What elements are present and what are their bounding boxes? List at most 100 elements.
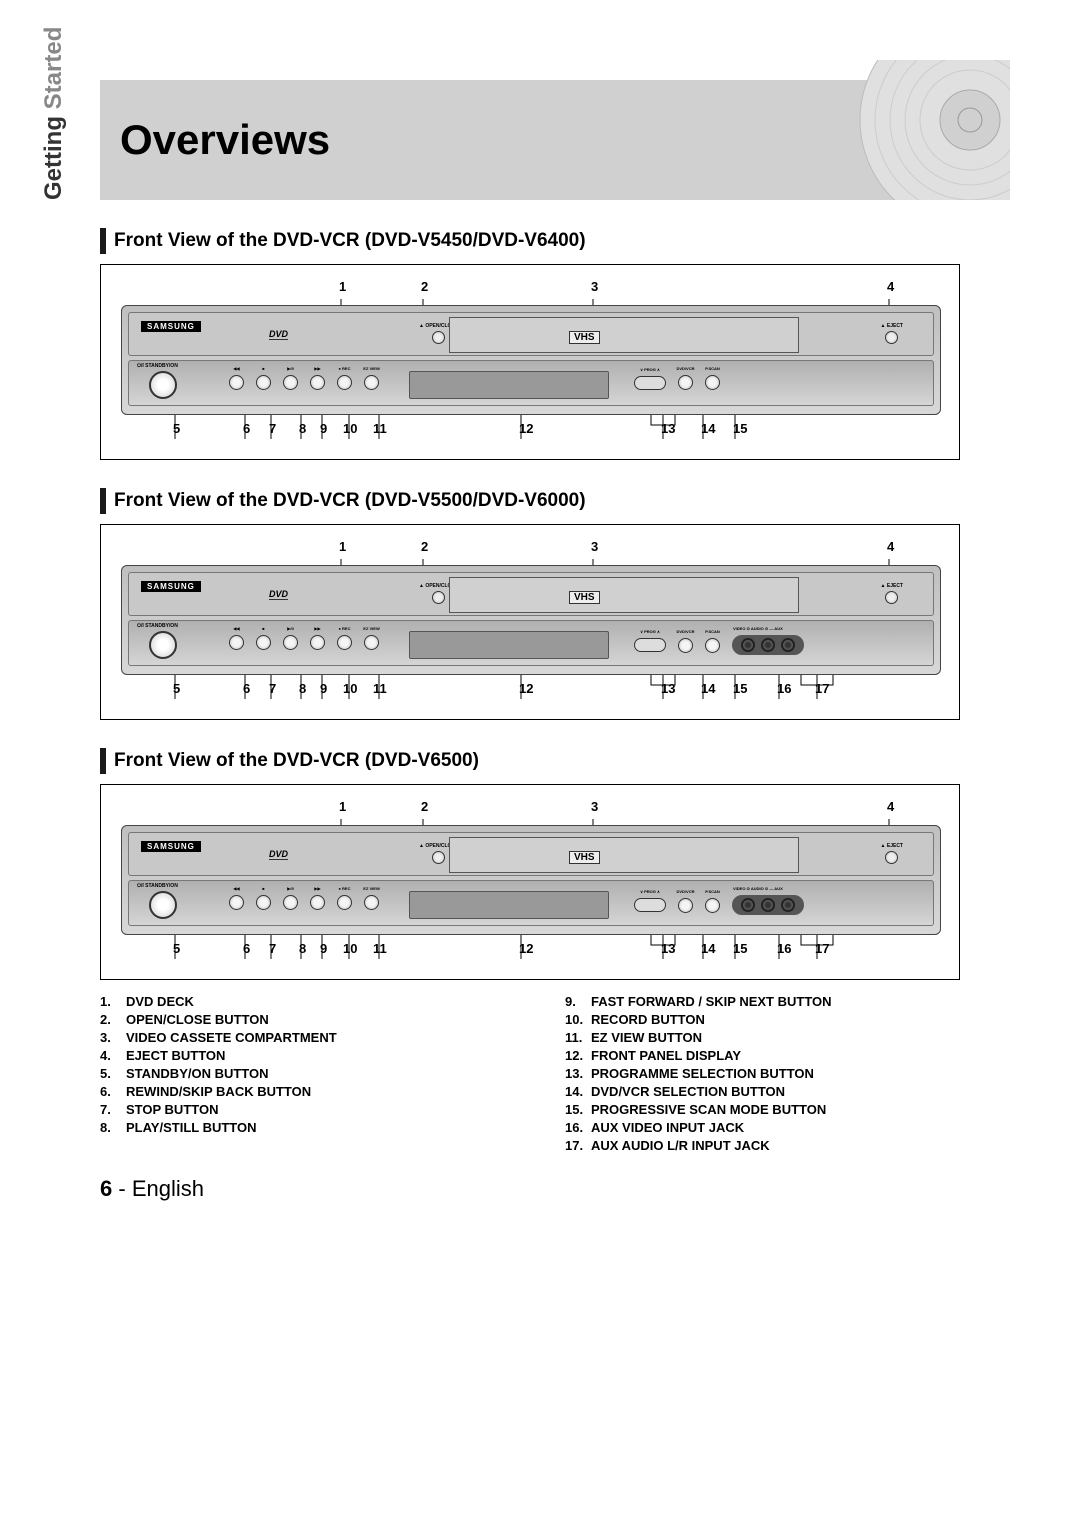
callout-number: 3	[591, 279, 598, 294]
front-display	[409, 631, 609, 659]
dvdvcr-button	[678, 638, 693, 653]
callout-number: 13	[661, 421, 675, 436]
callout-number: 5	[173, 941, 180, 956]
accent-bar	[100, 488, 106, 514]
callout-top-row: 1234	[121, 799, 939, 819]
callout-number: 4	[887, 799, 894, 814]
callout-number: 7	[269, 941, 276, 956]
callout-number: 6	[243, 421, 250, 436]
callout-number: 6	[243, 681, 250, 696]
section-heading-2: Front View of the DVD-VCR (DVD-V5500/DVD…	[100, 488, 980, 514]
callout-number: 17	[815, 941, 829, 956]
legend-item: 14.DVD/VCR SELECTION BUTTON	[565, 1084, 980, 1099]
legend-item: 4.EJECT BUTTON	[100, 1048, 515, 1063]
callout-number: 11	[373, 681, 387, 696]
accent-bar	[100, 748, 106, 774]
right-controls	[634, 635, 804, 655]
prog-button	[634, 898, 666, 912]
section-title: Front View of the DVD-VCR (DVD-V5450/DVD…	[114, 230, 586, 252]
pscan-button	[705, 375, 720, 390]
callout-number: 7	[269, 681, 276, 696]
audio-r-jack	[781, 898, 795, 912]
callout-number: 9	[320, 941, 327, 956]
callout-number: 10	[343, 941, 357, 956]
transport-button	[229, 375, 244, 390]
callout-bottom-row: 567891011121314151617	[121, 681, 939, 701]
legend-right: 9.FAST FORWARD / SKIP NEXT BUTTON 10.RECO…	[565, 994, 980, 1156]
legend-item: 9.FAST FORWARD / SKIP NEXT BUTTON	[565, 994, 980, 1009]
prog-button	[634, 638, 666, 652]
callout-number: 13	[661, 681, 675, 696]
transport-button	[229, 895, 244, 910]
legend-item: 1.DVD DECK	[100, 994, 515, 1009]
callout-bottom-row: 56789101112131415	[121, 421, 939, 441]
callout-number: 10	[343, 681, 357, 696]
transport-button	[229, 635, 244, 650]
audio-l-jack	[761, 638, 775, 652]
transport-button	[364, 375, 379, 390]
legend-left: 1.DVD DECK2.OPEN/CLOSE BUTTON3.VIDEO CAS…	[100, 994, 515, 1156]
power-button	[149, 371, 177, 399]
vhs-logo: VHS	[569, 331, 600, 344]
audio-r-jack	[781, 638, 795, 652]
callout-number: 3	[591, 799, 598, 814]
callout-number: 9	[320, 421, 327, 436]
transport-button	[337, 375, 352, 390]
callout-number: 1	[339, 279, 346, 294]
prog-button	[634, 376, 666, 390]
callout-number: 14	[701, 681, 715, 696]
transport-button	[337, 895, 352, 910]
brand-badge: SAMSUNG	[141, 321, 201, 332]
callout-number: 12	[519, 421, 533, 436]
callout-number: 6	[243, 941, 250, 956]
callout-number: 5	[173, 421, 180, 436]
section-title: Front View of the DVD-VCR (DVD-V6500)	[114, 750, 479, 772]
transport-button	[364, 635, 379, 650]
callout-top-row: 1234	[121, 279, 939, 299]
front-display	[409, 891, 609, 919]
page-title: Overviews	[120, 116, 330, 164]
callout-number: 5	[173, 681, 180, 696]
device-front-3: SAMSUNG DVD ▲ OPEN/CLOSE VHS ▲ EJECT ⏻/I…	[121, 825, 941, 935]
eject-button: ▲ EJECT	[881, 323, 903, 344]
dvd-logo: DVD	[269, 589, 288, 600]
callout-number: 14	[701, 421, 715, 436]
callout-number: 9	[320, 681, 327, 696]
transport-button	[256, 375, 271, 390]
callout-number: 7	[269, 421, 276, 436]
legend-item: 11.EZ VIEW BUTTON	[565, 1030, 980, 1045]
section-heading-3: Front View of the DVD-VCR (DVD-V6500)	[100, 748, 980, 774]
accent-bar	[100, 228, 106, 254]
transport-button	[310, 375, 325, 390]
callout-number: 12	[519, 941, 533, 956]
transport-buttons	[229, 635, 379, 650]
transport-button	[310, 635, 325, 650]
power-button	[149, 891, 177, 919]
dvd-logo: DVD	[269, 849, 288, 860]
legend: 1.DVD DECK2.OPEN/CLOSE BUTTON3.VIDEO CAS…	[100, 994, 980, 1156]
legend-item: 5.STANDBY/ON BUTTON	[100, 1066, 515, 1081]
callout-number: 2	[421, 799, 428, 814]
callout-top-row: 1234	[121, 539, 939, 559]
legend-item: 15.PROGRESSIVE SCAN MODE BUTTON	[565, 1102, 980, 1117]
legend-item: 10.RECORD BUTTON	[565, 1012, 980, 1027]
callout-number: 16	[777, 941, 791, 956]
callout-number: 13	[661, 941, 675, 956]
power-button	[149, 631, 177, 659]
legend-item: 7.STOP BUTTON	[100, 1102, 515, 1117]
side-tab: Getting Started	[40, 27, 68, 200]
callout-number: 16	[777, 681, 791, 696]
legend-item: 13.PROGRAMME SELECTION BUTTON	[565, 1066, 980, 1081]
transport-button	[283, 375, 298, 390]
vhs-slot	[449, 577, 799, 613]
front-display	[409, 371, 609, 399]
callout-number: 4	[887, 539, 894, 554]
transport-buttons	[229, 375, 379, 390]
pscan-button	[705, 638, 720, 653]
callout-number: 8	[299, 681, 306, 696]
transport-button	[256, 635, 271, 650]
device-front-2: SAMSUNG DVD ▲ OPEN/CLOSE VHS ▲ EJECT ⏻/I…	[121, 565, 941, 675]
brand-badge: SAMSUNG	[141, 841, 201, 852]
callout-number: 17	[815, 681, 829, 696]
device-front-1: SAMSUNG DVD ▲ OPEN/CLOSE VHS ▲ EJECT ⏻/I…	[121, 305, 941, 415]
